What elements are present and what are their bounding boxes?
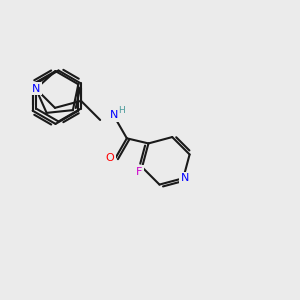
Text: N: N [110, 110, 118, 121]
Text: O: O [106, 153, 115, 163]
Text: F: F [136, 167, 142, 177]
Text: N: N [32, 84, 40, 94]
Text: H: H [118, 106, 125, 115]
Text: N: N [181, 173, 189, 183]
